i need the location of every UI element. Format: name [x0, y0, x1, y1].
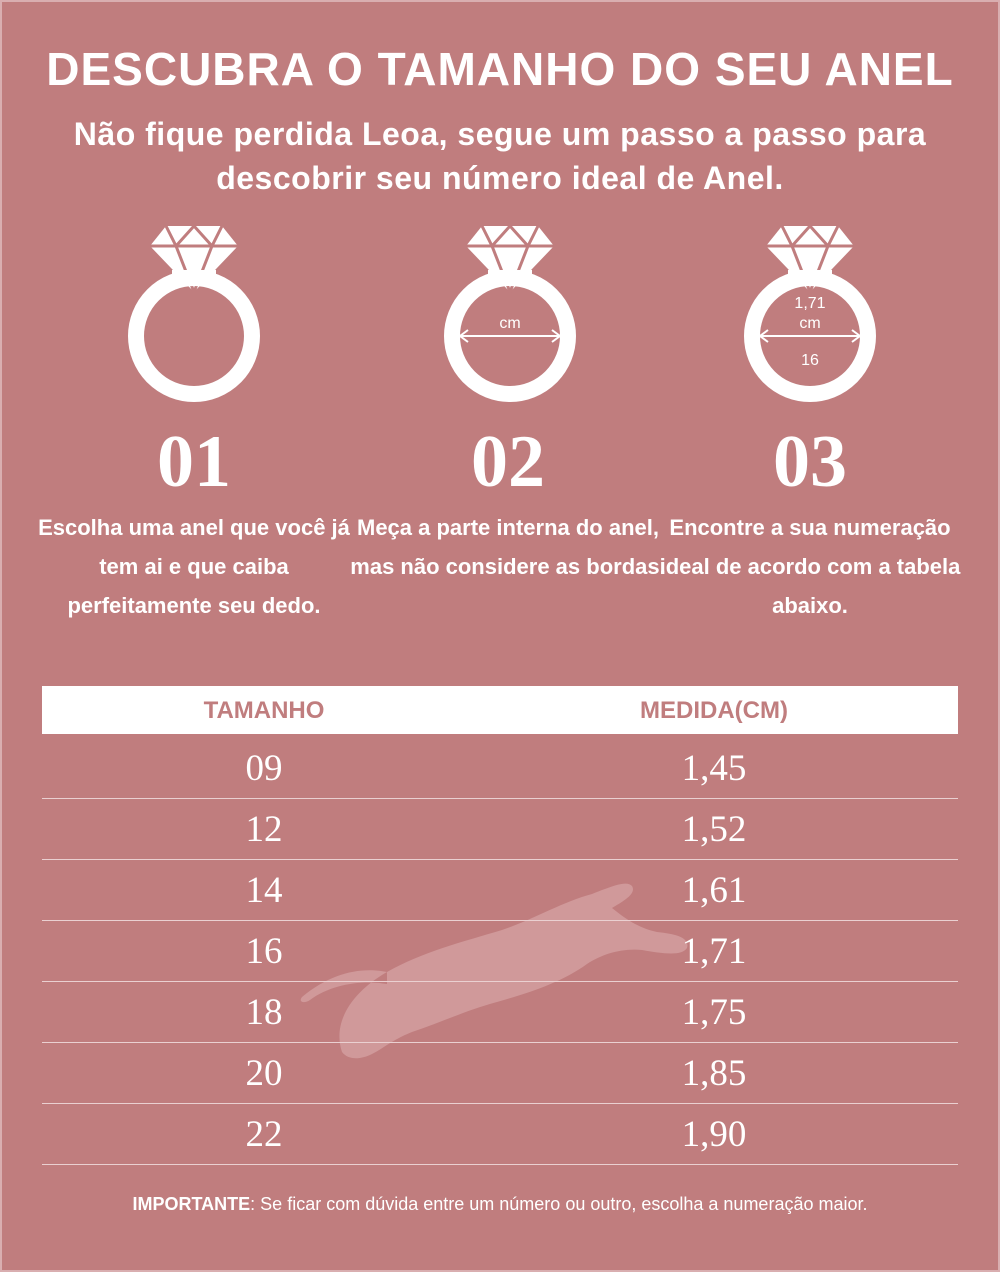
step-3-number: 03	[773, 421, 847, 503]
size-table: 09 1,45 12 1,52 14 1,61 16 1,71 18 1,75 …	[42, 738, 958, 1165]
table-row: 18 1,75	[42, 982, 958, 1043]
ring-icon	[128, 223, 260, 402]
measure-cell: 1,52	[681, 809, 747, 850]
step-2-number: 02	[471, 421, 545, 503]
important-label: IMPORTANTE	[132, 1194, 251, 1214]
table-row: 14 1,61	[42, 860, 958, 921]
ring-measure-icon: cm	[444, 223, 576, 402]
header-medida: MEDIDA(CM)	[640, 697, 788, 724]
size-cell: 20	[245, 1053, 283, 1094]
table-row: 12 1,52	[42, 799, 958, 860]
table-row: 20 1,85	[42, 1043, 958, 1104]
ring-size-number: 16	[801, 352, 819, 369]
measure-cell: 1,45	[681, 748, 747, 789]
size-table-header: TAMANHO MEDIDA(CM)	[42, 686, 958, 734]
page-title: DESCUBRA O TAMANHO DO SEU ANEL	[46, 43, 954, 95]
measure-cell: 1,85	[681, 1053, 747, 1094]
size-cell: 14	[245, 870, 283, 911]
lion-silhouette-icon	[300, 883, 688, 1059]
table-row: 22 1,90	[42, 1104, 958, 1165]
ring-measure-label: cm	[499, 315, 520, 332]
measure-cell: 1,71	[681, 931, 747, 972]
size-cell: 09	[245, 748, 283, 789]
step-3-text: Encontre a sua numeração ideal de acordo…	[659, 515, 961, 618]
table-row: 16 1,71	[42, 921, 958, 982]
size-cell: 12	[245, 809, 283, 850]
ring-size-icon: 1,71 cm 16	[744, 223, 876, 402]
step-2-text: Meça a parte interna do anel, mas não co…	[350, 515, 666, 579]
step-1-text: Escolha uma anel que você já tem ai e qu…	[38, 515, 350, 618]
size-cell: 22	[245, 1114, 283, 1155]
header-tamanho: TAMANHO	[203, 697, 325, 724]
important-note: IMPORTANTE: Se ficar com dúvida entre um…	[0, 1194, 1000, 1215]
measure-cell: 1,90	[681, 1114, 747, 1155]
measure-cell: 1,75	[681, 992, 747, 1033]
important-text: : Se ficar com dúvida entre um número ou…	[250, 1194, 868, 1214]
size-cell: 18	[245, 992, 283, 1033]
ring-size-unit: cm	[799, 315, 820, 332]
size-cell: 16	[245, 931, 283, 972]
ring-size-measure: 1,71	[794, 295, 825, 312]
step-1-number: 01	[157, 421, 231, 503]
page-subtitle: Não fique perdida Leoa, segue um passo a…	[73, 116, 927, 196]
table-row: 09 1,45	[42, 738, 958, 799]
measure-cell: 1,61	[681, 870, 747, 911]
